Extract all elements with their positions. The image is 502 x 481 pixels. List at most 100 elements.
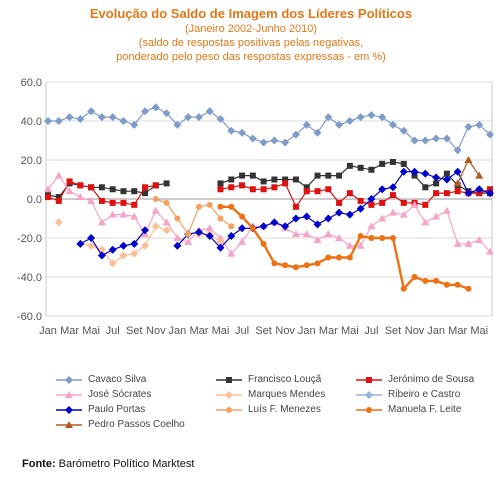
data-point-paulo-portas	[130, 239, 139, 248]
data-point-jose-socrates	[184, 237, 193, 245]
data-point-francisco-louca	[109, 186, 116, 193]
data-point-jeronimo-de-sousa	[228, 184, 235, 191]
data-point-francisco-louca	[336, 172, 343, 179]
data-point-jose-socrates	[65, 187, 74, 195]
data-point-francisco-louca	[389, 158, 396, 165]
legend-marker	[366, 407, 372, 413]
data-point-cavaco-silva	[248, 134, 257, 143]
data-point-jeronimo-de-sousa	[131, 201, 138, 208]
data-point-paulo-portas	[281, 222, 290, 231]
legend-swatch	[56, 406, 82, 414]
data-point-pedro-passos-coelho	[475, 171, 484, 179]
data-point-cavaco-silva	[421, 136, 430, 145]
data-point-francisco-louca	[163, 180, 170, 187]
data-point-manuela-f-leite	[346, 254, 353, 261]
data-point-marques-mendes	[54, 218, 63, 227]
data-point-paulo-portas	[464, 189, 473, 198]
legend-swatch	[216, 377, 242, 383]
series-luis-f-menezes	[152, 196, 235, 238]
series-cavaco-silva	[44, 103, 494, 155]
data-point-jose-socrates	[486, 247, 494, 255]
legend-swatch	[356, 391, 382, 399]
data-point-paulo-portas	[302, 212, 311, 221]
data-point-cavaco-silva	[227, 126, 236, 135]
data-point-jeronimo-de-sousa	[336, 199, 343, 206]
data-point-jeronimo-de-sousa	[433, 190, 440, 197]
data-point-manuela-f-leite	[239, 213, 246, 220]
data-point-jeronimo-de-sousa	[152, 182, 159, 189]
data-point-pedro-passos-coelho	[464, 156, 473, 163]
data-point-luis-f-menezes	[152, 196, 159, 202]
x-tick-label: Nov	[275, 325, 295, 337]
data-point-manuela-f-leite	[389, 235, 396, 241]
data-point-luis-f-menezes	[228, 223, 235, 230]
legend-label: Pedro Passos Coelho	[88, 419, 185, 430]
data-point-cavaco-silva	[324, 113, 333, 122]
x-tick-label: Jul	[235, 325, 249, 337]
data-point-jeronimo-de-sousa	[98, 197, 105, 204]
data-point-jose-socrates	[108, 210, 117, 218]
data-point-paulo-portas	[108, 245, 117, 254]
data-point-luis-f-menezes	[163, 199, 170, 206]
data-point-jeronimo-de-sousa	[271, 184, 278, 191]
data-point-jeronimo-de-sousa	[357, 197, 364, 204]
source-text: Barómetro Político Marktest	[55, 458, 195, 470]
data-point-cavaco-silva	[141, 107, 150, 116]
data-point-cavaco-silva	[335, 120, 344, 129]
x-tick-label: Jan	[298, 325, 316, 337]
data-point-paulo-portas	[259, 222, 268, 231]
x-tick-label: Mar	[189, 325, 208, 337]
data-point-manuela-f-leite	[228, 203, 235, 210]
source-note: Fonte: Barómetro Político Marktest	[22, 458, 194, 470]
x-tick-label: Mar	[319, 325, 338, 337]
data-point-jose-socrates	[205, 224, 214, 232]
data-point-paulo-portas	[388, 183, 397, 192]
data-point-cavaco-silva	[194, 113, 203, 122]
legend-label: Luís F. Menezes	[248, 404, 321, 415]
legend-marker	[366, 377, 372, 383]
data-point-cavaco-silva	[130, 120, 139, 129]
data-point-jose-socrates	[367, 222, 376, 230]
data-point-jeronimo-de-sousa	[422, 201, 429, 208]
data-point-cavaco-silva	[108, 113, 117, 122]
y-tick-label: 40.0	[21, 116, 42, 128]
data-point-luis-f-menezes	[185, 231, 192, 238]
data-point-cavaco-silva	[173, 120, 182, 129]
data-point-manuela-f-leite	[422, 277, 429, 284]
x-tick-label: Mar	[60, 325, 79, 337]
y-tick-label: -40.0	[17, 272, 42, 284]
data-point-cavaco-silva	[432, 134, 441, 143]
data-point-paulo-portas	[324, 214, 333, 223]
legend-marker	[226, 377, 232, 383]
data-point-francisco-louca	[325, 172, 332, 179]
data-point-cavaco-silva	[453, 146, 462, 155]
data-point-jose-socrates	[302, 230, 311, 238]
x-tick-label: Nov	[146, 325, 166, 337]
data-point-francisco-louca	[443, 170, 450, 177]
legend-marker	[65, 421, 73, 428]
legend-marker	[65, 391, 73, 398]
legend-marker	[65, 406, 73, 414]
data-point-cavaco-silva	[76, 115, 85, 124]
x-tick-label: Mai	[470, 325, 488, 337]
data-point-luis-f-menezes	[195, 203, 202, 210]
legend-marker	[226, 407, 232, 413]
data-point-jeronimo-de-sousa	[142, 184, 149, 191]
data-point-francisco-louca	[217, 180, 224, 187]
legend-swatch	[56, 391, 82, 398]
data-point-jose-socrates	[378, 214, 387, 222]
legend-swatch	[216, 407, 242, 413]
data-point-manuela-f-leite	[303, 262, 310, 269]
data-point-luis-f-menezes	[174, 215, 181, 222]
data-point-manuela-f-leite	[282, 262, 289, 269]
data-point-francisco-louca	[433, 180, 440, 187]
data-point-francisco-louca	[314, 172, 321, 179]
data-point-paulo-portas	[216, 243, 225, 252]
data-point-cavaco-silva	[345, 117, 354, 125]
legend-marker	[65, 376, 73, 384]
data-point-jose-socrates	[119, 210, 128, 218]
y-tick-label: -60.0	[17, 311, 42, 323]
data-point-paulo-portas	[367, 195, 376, 203]
data-point-paulo-portas	[313, 220, 322, 229]
